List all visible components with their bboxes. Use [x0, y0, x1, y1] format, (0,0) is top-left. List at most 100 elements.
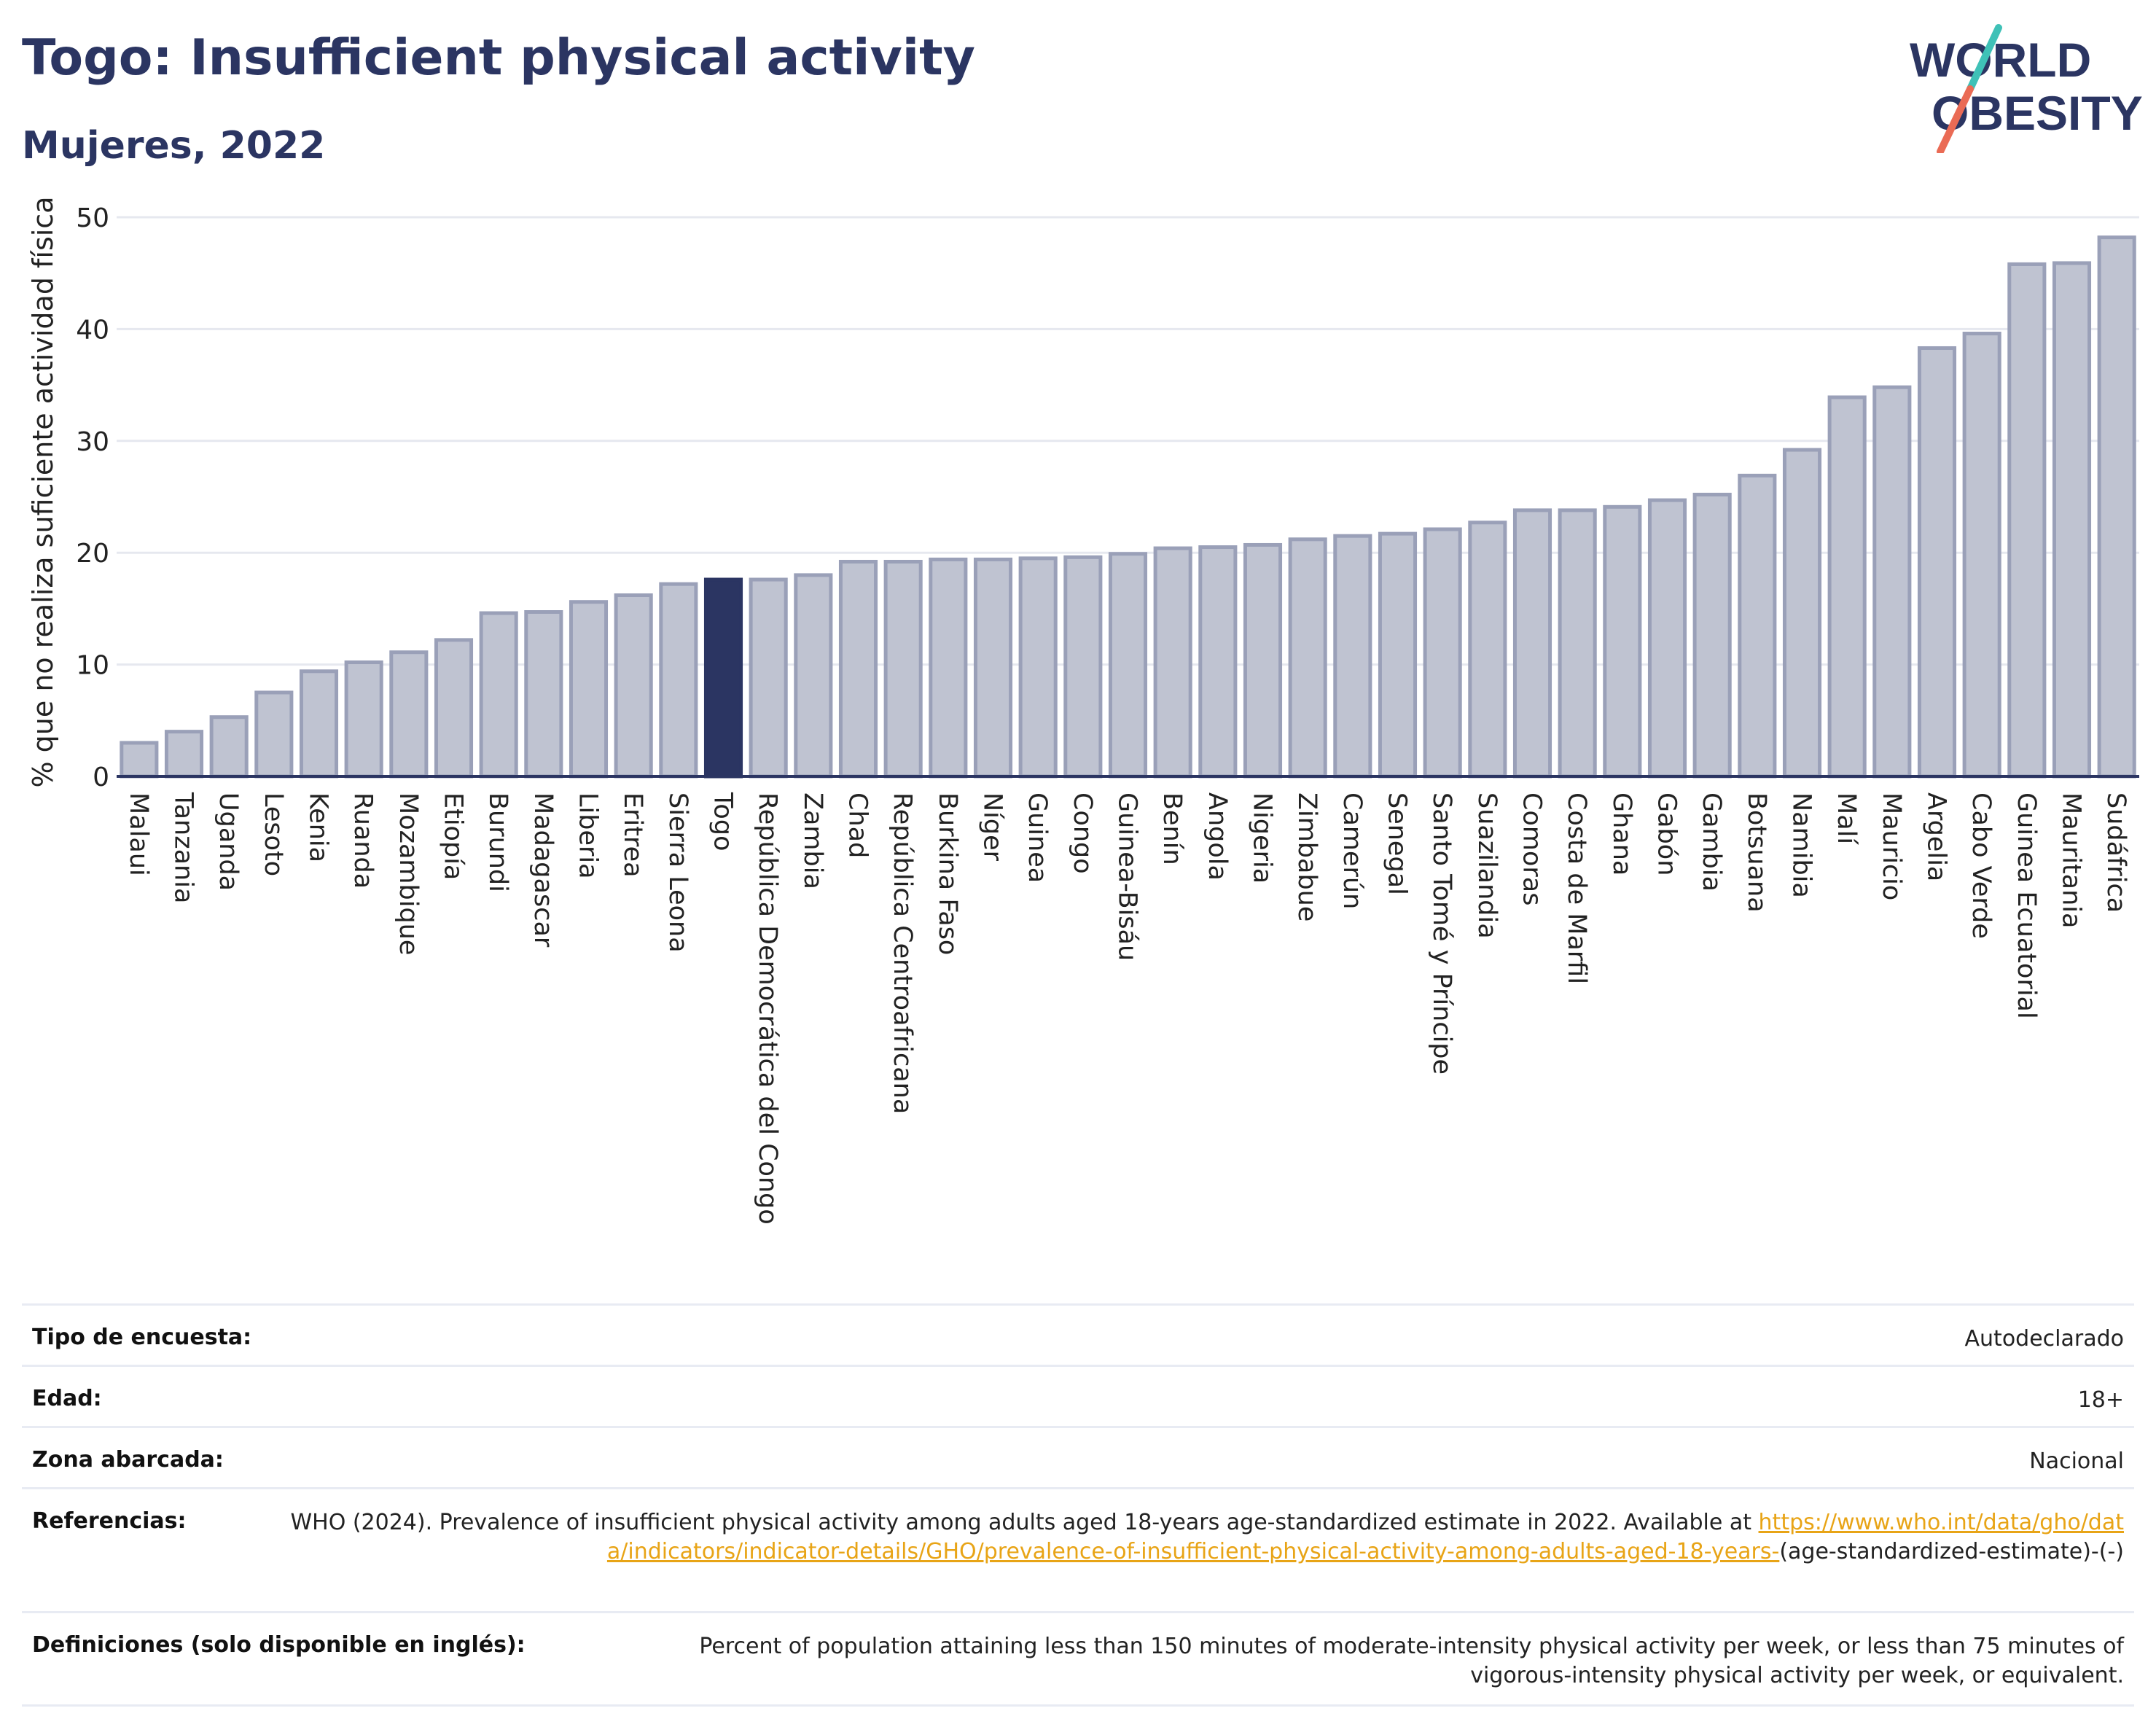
world-obesity-logo: WORLD OBESITY — [1910, 24, 2143, 153]
x-tick-label: Congo — [1068, 792, 1097, 874]
bars — [117, 235, 2139, 779]
area-value: Nacional — [2029, 1449, 2124, 1474]
logo-line1: WORLD — [1910, 33, 2091, 87]
bar — [1558, 508, 1597, 779]
x-tick-label: Benín — [1157, 792, 1187, 865]
x-tick-label: Cabo Verde — [1966, 792, 1996, 939]
x-tick-label: Guinea Ecuatorial — [2012, 792, 2041, 1019]
x-tick-label: Tanzania — [169, 792, 198, 903]
y-tick-label: 30 — [76, 427, 109, 457]
bar-highlight — [703, 577, 743, 779]
bar — [1782, 448, 1822, 779]
bar — [1063, 555, 1103, 779]
bar — [389, 650, 429, 779]
x-tick-label: Gabón — [1652, 792, 1682, 876]
bar — [794, 573, 833, 779]
survey-label: Tipo de encuesta: — [32, 1325, 252, 1350]
x-tick-label: Burundi — [483, 792, 512, 892]
x-tick-label: República Centroafricana — [888, 792, 917, 1114]
x-tick-label: Zambia — [798, 792, 827, 889]
x-tick-label: Lesoto — [259, 792, 288, 876]
x-tick-label: Nigeria — [1248, 792, 1277, 884]
x-tick-label: Liberia — [574, 792, 603, 879]
x-tick-label: República Democrática del Congo — [753, 792, 782, 1225]
bar — [1872, 385, 1912, 779]
x-tick-label: Santo Tomé y Príncipe — [1427, 792, 1456, 1075]
def-label: Definiciones (solo disponible en inglés)… — [32, 1632, 526, 1658]
bar — [299, 669, 339, 779]
def-value: Percent of population attaining less tha… — [699, 1634, 2124, 1688]
y-axis-label: % que no realiza suficiente actividad fí… — [27, 197, 59, 788]
x-tick-label: Guinea-Bisáu — [1113, 792, 1142, 961]
y-tick-label: 0 — [93, 763, 109, 792]
logo-slash-top — [1966, 24, 2002, 93]
x-tick-label: Níger — [978, 792, 1007, 862]
x-tick-label: Suazilandia — [1472, 792, 1501, 939]
bar — [659, 582, 698, 779]
area-label: Zona abarcada: — [32, 1447, 224, 1473]
x-tick-label: Ghana — [1607, 792, 1636, 876]
bar — [973, 557, 1013, 779]
bar — [344, 660, 383, 779]
x-tick-label: Camerún — [1337, 792, 1367, 909]
bar — [1603, 504, 1642, 779]
bar — [1153, 546, 1192, 779]
bar — [1917, 346, 1957, 779]
survey-value: Autodeclarado — [1964, 1326, 2124, 1352]
bar — [1108, 552, 1148, 779]
x-tick-label: Eritrea — [618, 792, 647, 878]
x-tick-label: Angola — [1203, 792, 1232, 881]
info-row-definitions: Definiciones (solo disponible en inglés)… — [22, 1611, 2134, 1704]
x-tick-label: Guinea — [1023, 792, 1052, 883]
x-tick-labels: Malaui Tanzania Uganda Lesoto Kenia Ruanda Moz… — [124, 792, 2130, 1225]
x-tick-label: Mozambique — [394, 792, 423, 955]
x-tick-label: Gambia — [1697, 792, 1726, 892]
bar — [838, 559, 878, 779]
bar — [883, 559, 923, 779]
x-tick-label: Mauricio — [1877, 792, 1906, 900]
ref-link[interactable]: https://www.who.int/data/gho/data/indica… — [606, 1510, 2124, 1564]
bar — [1378, 531, 1418, 779]
age-value: 18+ — [2077, 1387, 2124, 1413]
x-tick-label: Comoras — [1518, 792, 1547, 905]
info-row-age: Edad: 18+ — [22, 1365, 2134, 1426]
ref-value: WHO (2024). Prevalence of insufficient p… — [187, 1508, 2124, 1611]
ref-suffix: (age-standardized-estimate)-(-) — [1779, 1539, 2124, 1564]
y-tick-labels: 0 10 20 30 40 50 — [76, 203, 109, 792]
bar — [120, 741, 159, 779]
bar-chart: 0 10 20 30 40 50 Malaui Tanzania Uganda Lesoto Ke… — [27, 197, 2139, 1225]
bar — [1468, 520, 1507, 779]
x-tick-label: Malí — [1832, 792, 1861, 845]
bar — [209, 715, 249, 779]
x-tick-label: Ruanda — [348, 792, 378, 889]
x-tick-label: Togo — [708, 792, 738, 851]
bar — [2007, 262, 2047, 779]
bar — [1423, 527, 1462, 779]
info-table-end — [22, 1704, 2134, 1707]
x-tick-label: Namibia — [1787, 792, 1816, 898]
x-tick-label: Sierra Leona — [663, 792, 692, 953]
x-tick-label: Argelia — [1922, 792, 1951, 881]
x-tick-label: Madagascar — [528, 792, 558, 948]
x-tick-label: Mauritania — [2057, 792, 2086, 928]
bar — [1962, 332, 2001, 779]
y-tick-label: 20 — [76, 539, 109, 569]
bar — [479, 611, 518, 779]
x-tick-label: Uganda — [214, 792, 243, 891]
x-tick-label: Malaui — [124, 792, 153, 876]
bar — [2052, 261, 2092, 779]
bar — [254, 690, 294, 779]
age-label: Edad: — [32, 1386, 102, 1411]
bar — [1827, 395, 1867, 779]
bar — [2097, 235, 2136, 779]
x-tick-label: Chad — [843, 792, 872, 858]
bar — [1692, 492, 1732, 779]
info-row-survey: Tipo de encuesta: Autodeclarado — [22, 1303, 2134, 1365]
y-tick-label: 40 — [76, 315, 109, 345]
y-tick-label: 50 — [76, 203, 109, 233]
info-table: Tipo de encuesta: Autodeclarado Edad: 18… — [22, 1303, 2134, 1707]
page-subtitle: Mujeres, 2022 — [22, 124, 326, 168]
bar — [749, 577, 788, 779]
x-tick-label: Costa de Marfil — [1562, 792, 1591, 984]
bar — [164, 730, 204, 779]
